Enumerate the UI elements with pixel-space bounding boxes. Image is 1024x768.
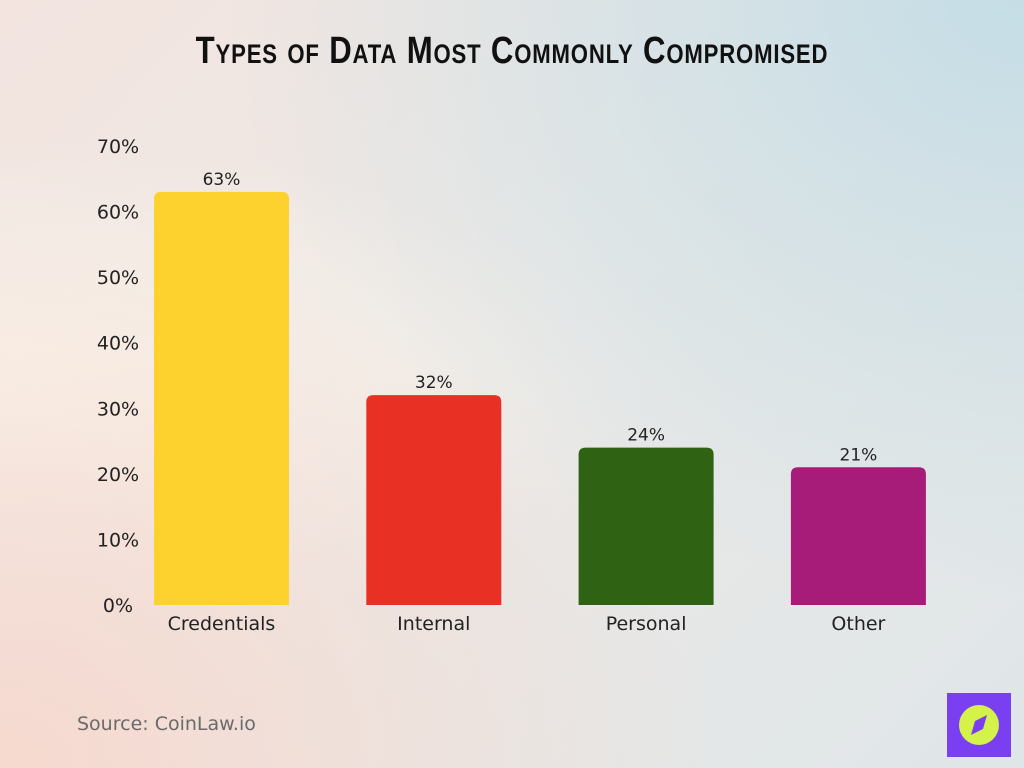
y-tick-label: 40% [97, 333, 139, 355]
compass-icon [959, 705, 999, 745]
data-label: 21% [840, 445, 878, 465]
x-tick-label: Internal [397, 613, 470, 635]
y-tick-label: 0% [103, 595, 133, 617]
y-tick-label: 20% [97, 464, 139, 486]
x-tick-label: Credentials [168, 613, 276, 635]
y-tick-label: 10% [97, 529, 139, 551]
bar-other [790, 467, 926, 605]
y-tick-label: 70% [97, 136, 139, 158]
y-tick-label: 60% [97, 202, 139, 224]
x-tick-label: Other [831, 613, 885, 635]
bar-internal [366, 395, 502, 605]
chart-title: Types of Data Most Commonly Compromised [195, 30, 829, 72]
y-tick-label: 50% [97, 267, 139, 289]
logo [947, 693, 1011, 757]
x-tick-label: Personal [606, 613, 687, 635]
data-label: 24% [627, 426, 665, 446]
data-label: 63% [203, 170, 241, 190]
data-label: 32% [415, 373, 453, 393]
y-tick-label: 30% [97, 398, 139, 420]
bar-credentials [154, 191, 289, 605]
source-text: Source: CoinLaw.io [77, 713, 256, 735]
bar-personal [578, 447, 714, 605]
